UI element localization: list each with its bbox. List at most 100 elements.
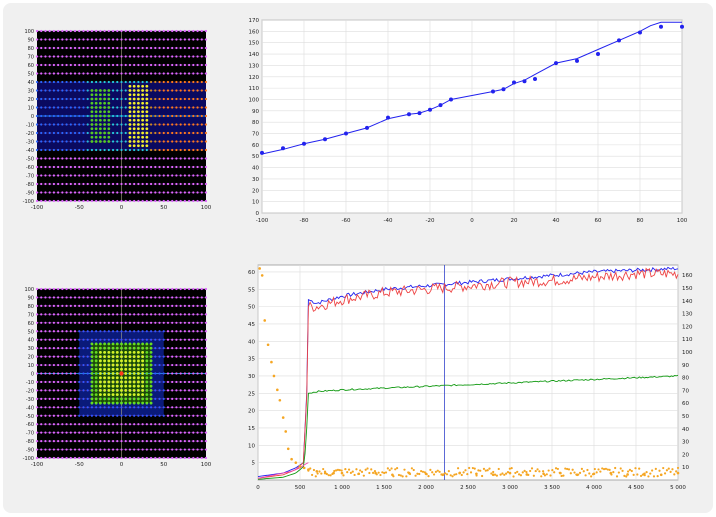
lattice-point <box>183 380 186 384</box>
yellow-core-point <box>107 384 111 388</box>
lattice-point <box>99 174 102 177</box>
lattice-point <box>196 55 199 58</box>
scatter-point <box>429 468 432 471</box>
green-block-point <box>107 93 111 97</box>
lattice-point <box>82 63 85 67</box>
lattice-point <box>95 448 98 451</box>
scatter-point <box>397 473 401 477</box>
lattice-point <box>120 456 123 460</box>
lattice-point <box>120 199 123 203</box>
lattice-point <box>44 423 47 426</box>
lattice-point <box>204 313 208 316</box>
lattice-point <box>48 414 51 417</box>
scatter-point <box>567 468 571 471</box>
lattice-point <box>35 97 39 101</box>
x-tick-label: -100 <box>31 205 44 211</box>
scatter-point <box>484 469 487 472</box>
yellow-core-point <box>120 380 123 384</box>
yellow-core-point <box>141 367 145 371</box>
lattice-point <box>188 123 191 126</box>
lattice-point <box>171 389 174 392</box>
scatter-point <box>562 474 565 477</box>
lattice-point <box>99 406 102 409</box>
lattice-point <box>158 389 161 392</box>
lattice-point <box>48 55 51 58</box>
lattice-point <box>52 296 56 299</box>
lattice-point <box>145 72 148 75</box>
scatter-point <box>347 468 351 471</box>
scatter-point <box>532 474 535 477</box>
lattice-point <box>40 106 43 109</box>
lattice-point <box>35 89 39 92</box>
lattice-point <box>179 389 182 392</box>
lattice-point <box>141 406 144 409</box>
data-point <box>323 137 327 142</box>
lattice-point <box>95 72 98 75</box>
lattice-point <box>179 304 182 307</box>
lattice-point <box>196 321 199 324</box>
scatter-point <box>523 469 526 472</box>
lattice-point <box>73 431 77 434</box>
lattice-point <box>44 157 47 160</box>
yellow-block-point <box>128 106 132 109</box>
lattice-point <box>183 355 186 358</box>
lattice-point <box>171 123 174 126</box>
lattice-point <box>40 380 43 384</box>
lattice-point <box>61 313 64 316</box>
yellow-block-point <box>137 140 140 143</box>
y-tick-label-right: 90 <box>682 363 689 369</box>
lattice-point <box>175 182 178 186</box>
lattice-point <box>204 456 208 460</box>
lattice-point <box>175 448 178 451</box>
yellow-core-point <box>141 350 145 354</box>
green-square-point <box>124 401 128 405</box>
yellow-core-point <box>115 367 119 371</box>
y-tick-label: 160 <box>249 29 260 35</box>
lattice-point <box>99 313 102 316</box>
scatter-point <box>541 470 545 473</box>
lattice-point <box>65 157 68 160</box>
lattice-point <box>44 123 47 126</box>
lattice-point <box>95 46 98 50</box>
lattice-point <box>40 330 43 333</box>
lattice-point <box>204 321 208 324</box>
lattice-point <box>162 63 165 67</box>
lattice-point <box>188 106 191 109</box>
green-block-point <box>90 135 94 139</box>
lattice-point <box>73 414 77 417</box>
yellow-block-point <box>141 110 145 114</box>
lattice-point <box>158 148 161 152</box>
yellow-core-point <box>128 376 132 380</box>
data-point <box>281 146 285 151</box>
lattice-point <box>149 423 153 426</box>
lattice-point <box>44 440 47 443</box>
yellow-block-point <box>132 93 136 97</box>
lattice-point <box>128 456 132 460</box>
lattice-point <box>171 347 174 350</box>
lattice-point <box>145 157 148 160</box>
green-square-point <box>137 401 140 405</box>
lattice-point <box>35 321 39 324</box>
lattice-point <box>86 423 89 426</box>
lattice-point <box>128 191 132 194</box>
lattice-point <box>40 321 43 324</box>
lattice-point <box>116 131 119 135</box>
lattice-point <box>204 406 208 409</box>
yellow-core-point <box>124 363 128 367</box>
lattice-point <box>82 148 85 152</box>
lattice-point <box>171 182 174 186</box>
lattice-point <box>90 191 94 194</box>
lattice-point <box>107 440 110 443</box>
lattice-point <box>158 29 161 33</box>
lattice-point <box>52 97 56 101</box>
lattice-point <box>52 389 56 392</box>
lattice-point <box>183 372 186 375</box>
lattice-point <box>171 355 174 358</box>
yellow-block-point <box>141 123 145 126</box>
lattice-point <box>69 123 72 126</box>
lattice-point <box>52 46 56 50</box>
lattice-point <box>82 106 85 109</box>
yellow-core-point <box>111 350 115 354</box>
green-block-point <box>107 101 111 105</box>
scatter-point <box>462 471 465 474</box>
